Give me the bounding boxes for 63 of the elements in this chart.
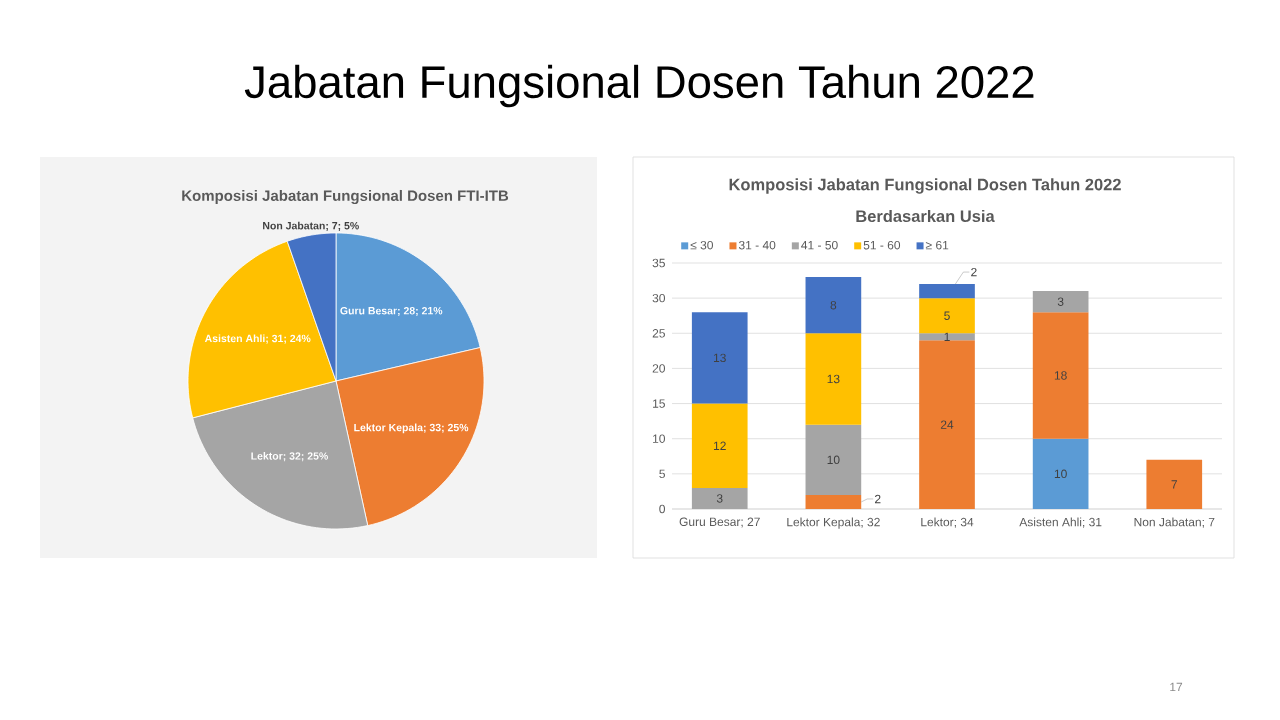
y-tick-label: 0 xyxy=(659,504,666,514)
bar xyxy=(691,312,748,404)
y-tick-label: 25 xyxy=(652,329,665,338)
x-tick-label: Lektor Kepala; 32 xyxy=(787,517,880,529)
slice-label: Lektor xyxy=(251,452,283,460)
data-label: 3 xyxy=(1057,297,1064,306)
x-tick-label: Asisten Ahli; 31 xyxy=(1019,517,1102,528)
y-tick-label: 30 xyxy=(652,293,666,303)
data-label: 10 xyxy=(1054,469,1067,479)
data-label: 13 xyxy=(713,353,726,363)
bar xyxy=(919,340,975,509)
slice-label: Lektor Kepala xyxy=(354,423,424,434)
data-label: ; 31; 24% xyxy=(266,334,311,344)
legend-label: ≥ 61 xyxy=(925,240,949,250)
bar xyxy=(805,333,862,425)
bar xyxy=(1032,312,1089,439)
data-label: 18 xyxy=(1054,371,1067,380)
bar xyxy=(1032,291,1089,313)
chart-title: Komposisi Jabatan Fungsional Dosen FTI-ITB xyxy=(182,189,509,205)
bar xyxy=(805,424,862,495)
legend-label: 51 - 60 xyxy=(863,240,901,250)
bar xyxy=(919,333,975,341)
data-label: 2 xyxy=(971,267,977,277)
bar xyxy=(919,298,975,334)
data-label: ; 7; 5% xyxy=(326,222,359,231)
data-label: 12 xyxy=(713,441,726,450)
slice-label: Asisten Ahli xyxy=(204,334,265,343)
data-label: 1 xyxy=(944,332,950,341)
y-tick-label: 35 xyxy=(652,258,665,268)
x-tick-label: Non Jabatan; 7 xyxy=(1134,517,1215,528)
legend-label: ≤ 30 xyxy=(690,240,713,250)
y-tick-label: 15 xyxy=(653,399,665,408)
data-label: 10 xyxy=(827,455,840,465)
bar xyxy=(1146,459,1203,509)
y-tick-label: 10 xyxy=(653,434,666,443)
chart-title: Komposisi Jabatan Fungsional Dosen Tahun 2022 xyxy=(729,178,1121,194)
bar xyxy=(805,494,862,509)
slice-label: Non Jabatan xyxy=(263,221,325,230)
data-label: 2 xyxy=(875,494,881,504)
data-label: 24 xyxy=(940,420,954,429)
bar xyxy=(919,284,975,299)
data-label: 13 xyxy=(827,374,840,384)
legend-label: 31 - 40 xyxy=(738,240,776,250)
legend-label: 41 - 50 xyxy=(801,240,838,250)
bar xyxy=(1032,438,1089,509)
x-tick-label: Lektor; 34 xyxy=(921,517,974,528)
y-tick-label: 20 xyxy=(652,364,666,373)
bar xyxy=(691,403,748,488)
data-label: 8 xyxy=(830,300,837,310)
text: Jabatan Fungsional Dosen Tahun 2022 xyxy=(244,64,1034,108)
bar xyxy=(805,277,862,334)
data-label: ; 28; 21% xyxy=(398,307,443,316)
chart-subtitle: Berdasarkan Usia xyxy=(856,209,995,223)
slice-label: Guru Besar xyxy=(340,307,397,315)
data-label: 5 xyxy=(944,311,950,320)
data-label: 3 xyxy=(716,494,723,503)
data-label: 7 xyxy=(1171,480,1178,489)
bar xyxy=(691,487,748,509)
x-tick-label: Guru Besar; 27 xyxy=(679,517,760,528)
y-tick-label: 5 xyxy=(659,469,665,479)
text: 17 xyxy=(1170,682,1183,692)
data-label: ; 32; 25% xyxy=(283,452,328,462)
data-label: ; 33; 25% xyxy=(424,423,469,433)
